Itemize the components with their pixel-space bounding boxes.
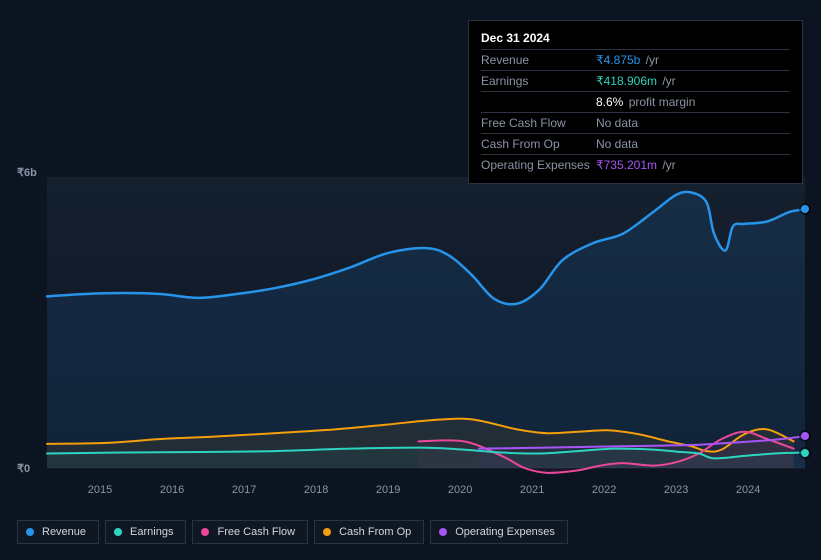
series-end-dot	[801, 449, 809, 457]
legend-dot-icon	[201, 528, 209, 536]
tooltip-row: Cash From OpNo data	[481, 133, 790, 154]
x-axis-tick: 2020	[448, 484, 472, 496]
tooltip-row-value: 8.6% profit margin	[596, 93, 695, 111]
x-axis-tick: 2018	[304, 484, 328, 496]
x-axis-tick: 2021	[520, 484, 544, 496]
legend-item-opex[interactable]: Operating Expenses	[430, 520, 568, 544]
tooltip-row: 8.6% profit margin	[481, 91, 790, 112]
chart-legend: Revenue Earnings Free Cash Flow Cash From O…	[17, 520, 568, 544]
x-axis-tick: 2016	[160, 484, 184, 496]
legend-label: Free Cash Flow	[217, 526, 295, 538]
y-axis-min-label: ₹0	[17, 462, 30, 475]
tooltip-row-label: Free Cash Flow	[481, 114, 596, 132]
tooltip-row: Operating Expenses₹735.201m /yr	[481, 154, 790, 175]
legend-dot-icon	[114, 528, 122, 536]
tooltip-row: Earnings₹418.906m /yr	[481, 70, 790, 91]
y-axis-max-label: ₹6b	[17, 166, 37, 179]
tooltip-row-label: Cash From Op	[481, 135, 596, 153]
legend-label: Earnings	[130, 526, 173, 538]
series-end-dot	[801, 205, 809, 213]
legend-label: Cash From Op	[339, 526, 411, 538]
legend-label: Revenue	[42, 526, 86, 538]
tooltip-row-value: ₹418.906m /yr	[596, 72, 676, 90]
chart-tooltip: Dec 31 2024 Revenue₹4.875b /yrEarnings₹4…	[468, 20, 803, 184]
tooltip-row-value: No data	[596, 135, 638, 153]
legend-label: Operating Expenses	[455, 526, 555, 538]
legend-item-fcf[interactable]: Free Cash Flow	[192, 520, 308, 544]
tooltip-row-value: ₹735.201m /yr	[596, 156, 676, 174]
tooltip-row-label: Earnings	[481, 72, 596, 90]
tooltip-row-label: Revenue	[481, 51, 596, 69]
legend-item-revenue[interactable]: Revenue	[17, 520, 99, 544]
legend-dot-icon	[26, 528, 34, 536]
x-axis-tick: 2024	[736, 484, 760, 496]
tooltip-row-label	[481, 93, 596, 111]
legend-dot-icon	[439, 528, 447, 536]
x-axis-tick: 2015	[88, 484, 112, 496]
tooltip-row: Free Cash FlowNo data	[481, 112, 790, 133]
legend-item-earnings[interactable]: Earnings	[105, 520, 186, 544]
tooltip-row: Revenue₹4.875b /yr	[481, 49, 790, 70]
x-axis-tick: 2019	[376, 484, 400, 496]
legend-dot-icon	[323, 528, 331, 536]
x-axis-tick: 2017	[232, 484, 256, 496]
x-axis-tick: 2023	[664, 484, 688, 496]
series-end-dot	[801, 432, 809, 440]
x-axis-tick: 2022	[592, 484, 616, 496]
tooltip-row-value: ₹4.875b /yr	[596, 51, 659, 69]
tooltip-row-value: No data	[596, 114, 638, 132]
legend-item-cfo[interactable]: Cash From Op	[314, 520, 424, 544]
tooltip-row-label: Operating Expenses	[481, 156, 596, 174]
tooltip-date: Dec 31 2024	[481, 29, 790, 47]
